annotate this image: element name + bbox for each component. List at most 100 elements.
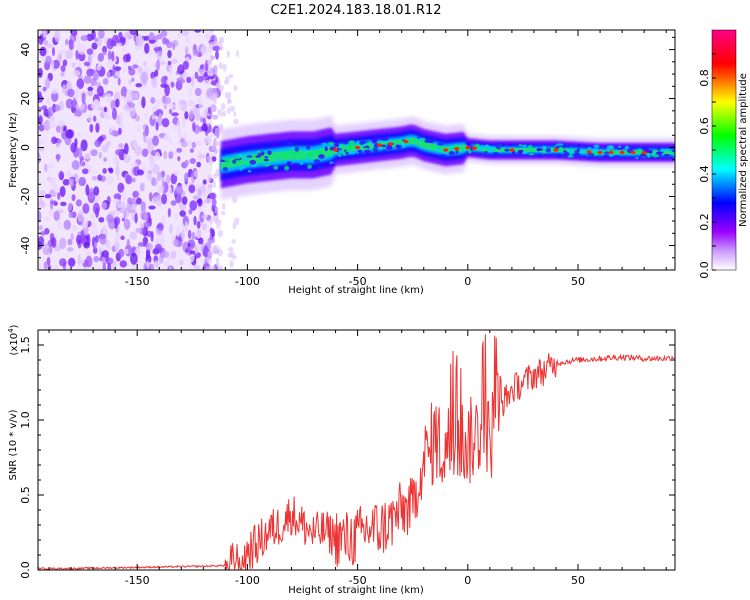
noise-speckle <box>194 30 202 33</box>
ridge-hotspot <box>630 150 636 155</box>
noise-speckle <box>203 71 209 78</box>
noise-speckle <box>85 255 93 268</box>
noise-speckle <box>38 111 41 118</box>
ridge-clump <box>541 149 546 154</box>
noise-speckle <box>200 44 208 56</box>
noise-speckle <box>181 117 186 129</box>
noise-speckle <box>75 86 80 99</box>
noise-speckle <box>123 152 129 163</box>
ridge-clump <box>574 149 580 155</box>
noise-speckle <box>83 61 90 66</box>
ridge-clump <box>348 140 356 145</box>
ridge-clump <box>485 144 489 150</box>
noise-speckle <box>177 132 182 139</box>
noise-speckle <box>189 158 196 165</box>
noise-speckle <box>120 36 126 43</box>
noise-speckle <box>70 142 77 153</box>
noise-speckle <box>184 221 188 232</box>
noise-speckle <box>207 69 212 76</box>
noise-speckle <box>200 185 206 194</box>
ridge-clump <box>484 150 488 154</box>
noise-speckle <box>179 259 184 266</box>
noise-speckle <box>71 194 76 202</box>
noise-speckle <box>88 187 96 200</box>
snr-ticks <box>38 330 675 571</box>
noise-speckle <box>142 212 149 221</box>
ridge-clump <box>364 149 371 154</box>
noise-speckle <box>38 225 44 231</box>
noise-speckle <box>160 83 168 88</box>
spectrogram-x-tick-label: -50 <box>349 275 367 288</box>
noise-speckle <box>205 266 212 270</box>
noise-speckle <box>227 252 233 258</box>
ridge-clump <box>614 155 619 158</box>
noise-speckle <box>42 244 50 249</box>
noise-speckle <box>132 140 139 149</box>
noise-speckle <box>120 86 128 98</box>
noise-speckle <box>207 75 215 80</box>
snr-x-tick-label: -100 <box>235 574 260 587</box>
ridge-clump <box>545 147 552 153</box>
noise-speckle <box>121 217 125 222</box>
noise-speckle <box>132 177 136 183</box>
noise-speckle <box>91 229 99 236</box>
noise-speckle <box>176 147 183 153</box>
snr-x-tick-label: 50 <box>571 574 585 587</box>
noise-speckle <box>130 252 138 265</box>
ridge-clump <box>268 165 275 168</box>
ridge-clump <box>342 151 346 157</box>
noise-speckle <box>67 88 75 98</box>
noise-speckle <box>102 262 106 270</box>
ridge-clump <box>556 143 564 146</box>
ridge-clump <box>518 144 523 147</box>
noise-speckle <box>193 264 201 270</box>
noise-speckle <box>149 157 155 168</box>
noise-speckle <box>60 65 66 72</box>
noise-speckle <box>163 150 168 160</box>
ridge-clump <box>480 142 488 146</box>
noise-speckle <box>105 113 113 120</box>
noise-speckle <box>71 62 76 68</box>
ridge-hotspot <box>454 147 460 151</box>
ridge-clump <box>358 151 363 155</box>
ridge-clump <box>380 144 387 148</box>
noise-speckle <box>105 93 112 105</box>
noise-region <box>38 30 241 270</box>
noise-speckle <box>156 171 162 181</box>
noise-speckle <box>220 102 226 111</box>
noise-speckle <box>57 220 62 230</box>
noise-speckle <box>191 231 196 240</box>
noise-speckle <box>68 212 74 218</box>
ridge-clump <box>306 156 310 162</box>
noise-speckle <box>102 168 107 174</box>
noise-speckle <box>131 77 135 83</box>
noise-speckle <box>218 62 224 70</box>
noise-speckle <box>207 174 212 183</box>
noise-speckle <box>52 184 59 194</box>
noise-speckle <box>114 71 121 77</box>
ridge-inner <box>220 134 675 174</box>
noise-speckle <box>115 42 123 47</box>
ridge-hotspot <box>509 148 515 152</box>
colorbar-label: Normalized spectral amplitude <box>738 73 749 227</box>
noise-speckle <box>179 79 186 84</box>
ridge-hotspot <box>553 148 559 152</box>
noise-speckle <box>203 79 211 86</box>
noise-speckle <box>83 241 90 249</box>
spectrogram-x-tick-label: -100 <box>235 275 260 288</box>
snr-y-tick-label: 0.5 <box>19 486 32 504</box>
noise-speckle <box>190 75 195 88</box>
ridge-clump <box>624 145 630 150</box>
ridge-clump <box>664 148 670 151</box>
noise-speckle <box>82 217 89 228</box>
noise-speckle <box>212 45 221 52</box>
noise-speckle <box>62 59 68 67</box>
noise-speckle <box>115 98 120 108</box>
noise-speckle <box>182 60 189 70</box>
noise-speckle <box>42 139 46 145</box>
noise-speckle <box>197 237 204 245</box>
ridge-clump <box>273 165 279 170</box>
noise-speckle <box>102 51 107 56</box>
noise-speckle <box>77 210 84 223</box>
noise-speckle <box>175 184 184 195</box>
